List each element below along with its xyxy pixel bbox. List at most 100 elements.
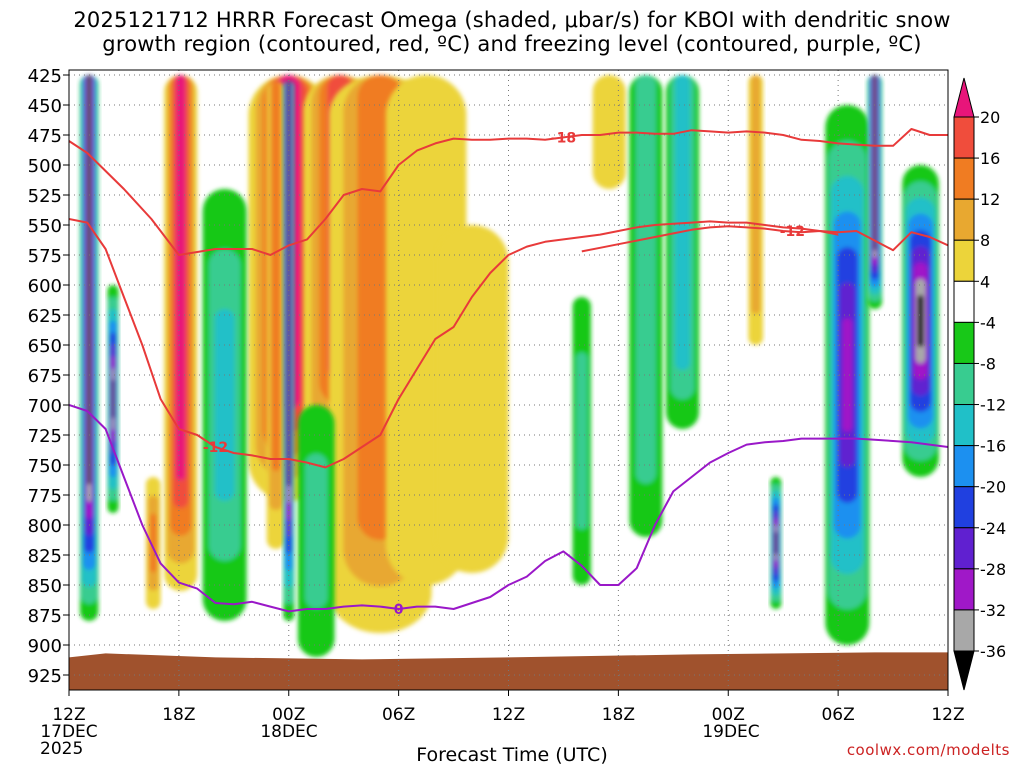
colorbar-label-12: -32 (980, 601, 1006, 620)
colorbar-box-1 (953, 116, 975, 159)
omega-column-19 (825, 105, 870, 645)
omega-column-11 (107, 285, 119, 513)
y-tick-label-525: 525 (28, 186, 62, 207)
x-tick-label-0: 12Z (52, 705, 85, 725)
x-axis-title: Forecast Time (UTC) (416, 744, 608, 766)
omega-column-20 (867, 75, 883, 309)
y-tick-label-700: 700 (28, 396, 62, 417)
colorbar-box-3 (953, 198, 975, 241)
omega-column-2 (164, 75, 198, 591)
y-tick-label-875: 875 (28, 606, 62, 627)
y-tick-label-550: 550 (28, 216, 62, 237)
x-tick-label-2: 00Z (272, 705, 305, 725)
chart-title-line2: growth region (contoured, red, ºC) and f… (102, 32, 922, 56)
omega-contour-18-8 (774, 532, 777, 554)
y-tick-label-675: 675 (28, 366, 62, 387)
omega-contour-12-8 (287, 81, 290, 486)
omega-contour-20-8 (873, 75, 876, 251)
colorbar-label-10: -24 (980, 519, 1006, 538)
contour-label-0: -18 (551, 130, 576, 146)
x-tick-label-1: 18Z (162, 705, 195, 725)
omega-column-16 (629, 75, 663, 537)
colorbar-label-4: 4 (980, 272, 990, 291)
colorbar-box-10 (953, 486, 975, 529)
omega-column-17 (665, 75, 699, 429)
colorbar-box-2 (953, 157, 975, 200)
y-tick-label-575: 575 (28, 246, 62, 267)
omega-column-9 (266, 81, 286, 549)
omega-contour-5-0 (435, 225, 509, 573)
contour-line-3 (69, 404, 948, 613)
omega-column-21 (902, 165, 939, 477)
contour-label-2: -12 (780, 224, 805, 240)
colorbar-box-7 (953, 362, 975, 406)
omega-contour-21-8 (917, 295, 924, 347)
y-tick-label-475: 475 (28, 126, 62, 147)
colorbar-label-3: 8 (980, 231, 990, 250)
y-tick-label-425: 425 (28, 66, 62, 87)
x-date-label-19dec: 19DEC (702, 722, 759, 740)
colorbar-label-13: -36 (980, 642, 1006, 661)
contour-line-1 (69, 218, 948, 469)
omega-contour-7-1 (751, 75, 761, 314)
colorbar: 20 16 12 8 4 -4 -8 -12 -16 -20 -24 -28 -32 -36 (953, 77, 1006, 691)
omega-column-7 (748, 75, 764, 345)
contour-line-0 (69, 128, 948, 256)
omega-contour-2-4 (175, 75, 186, 481)
x-axis: 12Z 18Z 00Z 06Z 12Z 18Z 00Z 06Z 12Z (52, 690, 965, 725)
omega-contour-19-6 (842, 318, 852, 432)
colorbar-box-12 (953, 568, 975, 611)
gridlines (69, 70, 948, 690)
omega-contour-16-1 (635, 75, 656, 484)
omega-column-12 (283, 81, 295, 621)
x-date-label-18dec: 18DEC (260, 722, 317, 740)
terrain-surface (69, 652, 948, 690)
colorbar-bottom-arrow (953, 650, 975, 691)
plot-area: -18 -12 -12 0 (69, 70, 948, 690)
colorbar-box-13 (953, 609, 975, 652)
omega-column-10 (79, 75, 99, 621)
x-date-label-17dec: 17DEC (40, 722, 97, 740)
x-tick-label-4: 12Z (492, 705, 525, 725)
y-tick-label-450: 450 (28, 96, 62, 117)
colorbar-box-9 (953, 445, 975, 488)
x-tick-label-7: 06Z (821, 705, 854, 725)
omega-contour-8-2 (149, 513, 157, 573)
omega-column-14 (297, 405, 335, 657)
contour-label-1: -12 (203, 440, 228, 456)
y-tick-label-800: 800 (28, 516, 62, 537)
contour-lines: -18 -12 -12 0 (69, 128, 948, 618)
y-tick-label-825: 825 (28, 546, 62, 567)
y-tick-label-625: 625 (28, 306, 62, 327)
omega-column-18 (770, 477, 782, 609)
colorbar-label-8: -16 (980, 437, 1006, 456)
colorbar-box-4 (953, 239, 975, 282)
colorbar-top-arrow (953, 77, 975, 118)
y-tick-label-775: 775 (28, 486, 62, 507)
terrain (69, 652, 948, 690)
y-axis: 425 450 475 500 525 550 575 600 625 650 675 700 725 7… (28, 66, 69, 687)
omega-chart: -18 -12 -12 0 425 450 475 500 525 550 575 600 625 65… (28, 66, 1007, 740)
colorbar-label-1: 16 (980, 149, 1000, 168)
y-tick-label-750: 750 (28, 456, 62, 477)
colorbar-label-9: -20 (980, 478, 1006, 497)
colorbar-box-8 (953, 404, 975, 447)
colorbar-label-5: -4 (980, 313, 996, 332)
contour-label-3: 0 (394, 602, 404, 618)
credit-link[interactable]: coolwx.com/modelts (846, 741, 1010, 759)
y-tick-label-925: 925 (28, 666, 62, 687)
omega-contour-14-1 (304, 453, 328, 609)
omega-contour-15-1 (576, 352, 588, 530)
x-year-label: 2025 (40, 739, 84, 759)
x-tick-label-3: 06Z (382, 705, 415, 725)
y-tick-label-500: 500 (28, 156, 62, 177)
x-tick-label-6: 00Z (712, 705, 745, 725)
omega-column-8 (145, 477, 161, 609)
y-tick-label-600: 600 (28, 276, 62, 297)
colorbar-label-6: -8 (980, 354, 996, 373)
colorbar-box-11 (953, 527, 975, 570)
colorbar-box-6 (953, 321, 975, 364)
y-tick-label-850: 850 (28, 576, 62, 597)
colorbar-label-11: -28 (980, 560, 1006, 579)
omega-column-6 (592, 75, 626, 189)
